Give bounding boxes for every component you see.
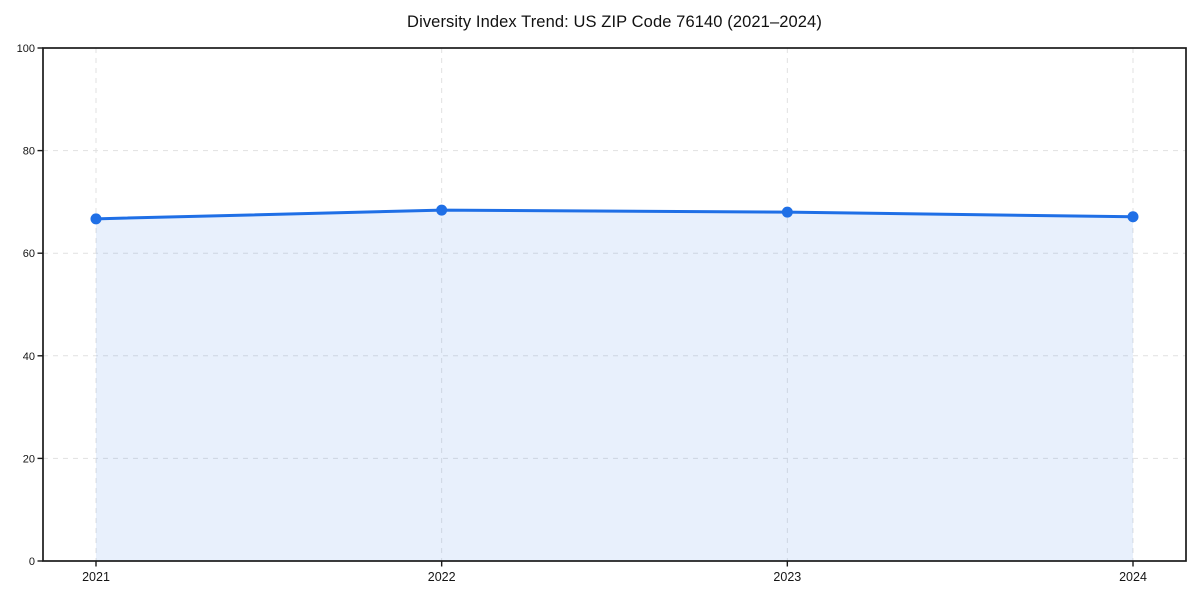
data-point-marker xyxy=(436,204,448,216)
data-point-marker xyxy=(781,206,793,218)
y-tick-label: 80 xyxy=(23,146,35,158)
y-tick-label: 20 xyxy=(23,453,35,465)
plot-border xyxy=(42,47,1187,562)
x-tick-label: 2021 xyxy=(82,570,110,584)
y-tick-label: 100 xyxy=(17,43,35,55)
y-tick-label: 40 xyxy=(23,351,35,363)
x-tick-label: 2022 xyxy=(428,570,456,584)
data-point-marker xyxy=(1127,211,1139,223)
trend-line xyxy=(94,208,1135,221)
area-fill xyxy=(96,210,1133,561)
x-tick-label: 2024 xyxy=(1119,570,1147,584)
data-point-marker xyxy=(90,213,102,225)
y-tick-label: 0 xyxy=(29,556,35,568)
chart-title: Diversity Index Trend: US ZIP Code 76140… xyxy=(407,13,822,31)
y-tick-label: 60 xyxy=(23,248,35,260)
x-tick-label: 2023 xyxy=(773,570,801,584)
